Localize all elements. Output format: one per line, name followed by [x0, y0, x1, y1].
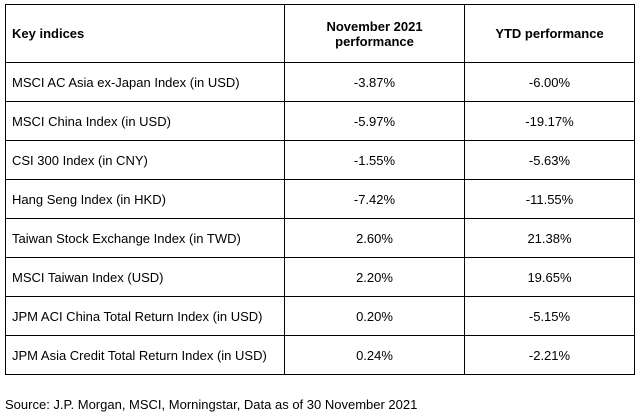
november-value-cell: -7.42% [284, 179, 465, 219]
ytd-value-cell: 21.38% [464, 218, 635, 258]
november-value-cell: 2.60% [284, 218, 465, 258]
november-value-cell: 0.20% [284, 296, 465, 336]
header-row: Key indices November 2021 performance YT… [5, 4, 635, 63]
index-name-cell: Hang Seng Index (in HKD) [5, 179, 285, 219]
november-value-cell: -1.55% [284, 140, 465, 180]
table-row: MSCI AC Asia ex-Japan Index (in USD) -3.… [5, 62, 635, 102]
november-value-cell: -3.87% [284, 62, 465, 102]
index-name-cell: Taiwan Stock Exchange Index (in TWD) [5, 218, 285, 258]
table-row: Taiwan Stock Exchange Index (in TWD) 2.6… [5, 218, 635, 258]
ytd-value-cell: -2.21% [464, 335, 635, 375]
ytd-value-cell: 19.65% [464, 257, 635, 297]
index-name-cell: JPM Asia Credit Total Return Index (in U… [5, 335, 285, 375]
ytd-value-cell: -5.63% [464, 140, 635, 180]
table-row: JPM Asia Credit Total Return Index (in U… [5, 335, 635, 375]
index-name-cell: MSCI AC Asia ex-Japan Index (in USD) [5, 62, 285, 102]
ytd-value-cell: -5.15% [464, 296, 635, 336]
performance-table: Key indices November 2021 performance YT… [5, 4, 635, 375]
table-row: MSCI China Index (in USD) -5.97% -19.17% [5, 101, 635, 141]
table-row: CSI 300 Index (in CNY) -1.55% -5.63% [5, 140, 635, 180]
november-value-cell: -5.97% [284, 101, 465, 141]
header-key-indices: Key indices [5, 4, 285, 63]
header-november-performance: November 2021 performance [284, 4, 465, 63]
source-note: Source: J.P. Morgan, MSCI, Morningstar, … [5, 397, 418, 412]
ytd-value-cell: -11.55% [464, 179, 635, 219]
table-row: MSCI Taiwan Index (USD) 2.20% 19.65% [5, 257, 635, 297]
header-ytd-performance: YTD performance [464, 4, 635, 63]
ytd-value-cell: -6.00% [464, 62, 635, 102]
november-value-cell: 0.24% [284, 335, 465, 375]
index-name-cell: MSCI China Index (in USD) [5, 101, 285, 141]
november-value-cell: 2.20% [284, 257, 465, 297]
index-name-cell: MSCI Taiwan Index (USD) [5, 257, 285, 297]
index-name-cell: CSI 300 Index (in CNY) [5, 140, 285, 180]
table-row: JPM ACI China Total Return Index (in USD… [5, 296, 635, 336]
index-name-cell: JPM ACI China Total Return Index (in USD… [5, 296, 285, 336]
table-row: Hang Seng Index (in HKD) -7.42% -11.55% [5, 179, 635, 219]
performance-table-container: Key indices November 2021 performance YT… [5, 4, 635, 375]
ytd-value-cell: -19.17% [464, 101, 635, 141]
